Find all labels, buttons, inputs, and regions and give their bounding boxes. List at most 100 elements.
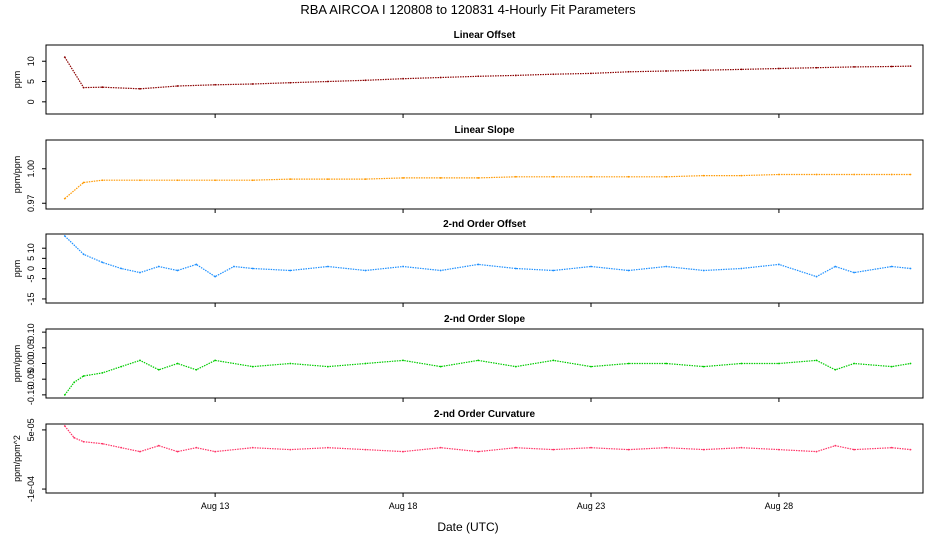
data-point	[590, 72, 592, 75]
data-point	[176, 179, 179, 182]
data-point	[665, 70, 668, 72]
data-point	[778, 67, 780, 70]
data-point	[63, 425, 66, 427]
data-point	[590, 265, 592, 268]
data-point	[890, 446, 893, 449]
y-tick-label: 5	[26, 256, 36, 261]
data-point	[909, 173, 912, 176]
data-point	[176, 85, 179, 87]
data-point	[477, 75, 480, 78]
data-point	[101, 179, 104, 182]
data-point	[139, 450, 141, 453]
data-point	[157, 368, 160, 371]
panel-frame	[45, 423, 924, 494]
data-point	[815, 450, 818, 453]
y-tick-label: -0.10	[26, 385, 36, 406]
data-point	[815, 173, 818, 176]
data-point	[627, 269, 630, 272]
y-tick-label: 0	[26, 266, 36, 271]
data-point	[63, 197, 66, 200]
panel-3: 2-nd Order Slope ppm/ppm -0.10-0.050.000.0…	[12, 314, 924, 406]
data-point	[364, 269, 367, 272]
data-point	[120, 446, 123, 449]
data-point	[890, 265, 893, 268]
data-point	[364, 79, 367, 82]
data-point	[120, 365, 123, 368]
data-point	[73, 436, 76, 439]
data-point	[289, 178, 292, 181]
data-point	[402, 77, 404, 80]
data-point	[251, 83, 254, 85]
data-point	[665, 265, 668, 268]
y-tick-label: 5e-05	[26, 418, 36, 441]
y-tick-label: 10	[26, 243, 36, 253]
x-tick-label: Aug 28	[765, 501, 794, 511]
y-tick-label: 0.05	[26, 339, 36, 357]
data-point	[251, 179, 254, 182]
data-point	[514, 365, 517, 368]
data-point	[251, 365, 254, 368]
data-point	[439, 365, 442, 368]
data-point	[665, 175, 668, 178]
y-tick-label: 0	[26, 99, 36, 104]
data-point	[214, 275, 217, 278]
data-point	[82, 375, 85, 377]
y-tick-label: -1e-04	[26, 476, 36, 502]
data-point	[402, 359, 404, 362]
data-point	[514, 175, 517, 178]
data-point	[552, 269, 555, 272]
data-point	[834, 444, 837, 447]
data-point	[552, 73, 555, 76]
data-point	[590, 365, 592, 368]
data-point	[176, 362, 179, 365]
data-point	[590, 175, 592, 178]
data-point	[214, 359, 217, 362]
data-point	[120, 267, 123, 270]
y-tick-label: 0.97	[26, 194, 36, 212]
x-tick-label: Aug 13	[201, 501, 230, 511]
panel-frame	[45, 44, 924, 115]
data-point	[890, 365, 893, 368]
data-point	[364, 178, 367, 181]
data-point	[63, 235, 66, 237]
data-point	[740, 446, 743, 449]
y-axis-label: ppm/ppm	[12, 345, 22, 383]
data-point	[364, 362, 367, 365]
y-tick-label: 0.00	[26, 355, 36, 373]
data-point	[73, 381, 76, 384]
data-point	[439, 177, 442, 179]
data-point	[853, 271, 855, 274]
data-point	[214, 83, 217, 86]
data-point	[176, 269, 179, 272]
panel-4: 2-nd Order Curvature ppm/ppm^2 -1e-04 5e-05	[12, 409, 924, 502]
data-point	[326, 178, 329, 181]
data-point	[834, 265, 837, 268]
data-point	[477, 450, 480, 453]
data-point	[514, 446, 517, 449]
data-point	[251, 267, 254, 270]
data-point	[740, 267, 743, 270]
data-point	[101, 261, 104, 264]
data-point	[402, 177, 404, 179]
data-point	[853, 173, 855, 176]
data-point	[909, 65, 912, 68]
data-point	[552, 175, 555, 178]
panel-title: 2-nd Order Curvature	[434, 409, 536, 420]
data-point	[853, 362, 855, 365]
data-point	[82, 253, 85, 256]
data-point	[702, 174, 705, 177]
data-point	[477, 359, 480, 362]
data-point	[176, 450, 179, 453]
data-point	[477, 263, 480, 266]
data-point	[195, 446, 198, 449]
data-point	[101, 86, 104, 89]
data-point	[740, 362, 743, 365]
data-point	[82, 86, 85, 89]
series-line	[64, 359, 911, 396]
data-point	[289, 81, 292, 84]
data-point	[326, 446, 329, 449]
series-line	[64, 173, 911, 200]
panel-title: Linear Slope	[454, 125, 514, 136]
data-point	[289, 269, 292, 272]
data-point	[139, 179, 141, 182]
